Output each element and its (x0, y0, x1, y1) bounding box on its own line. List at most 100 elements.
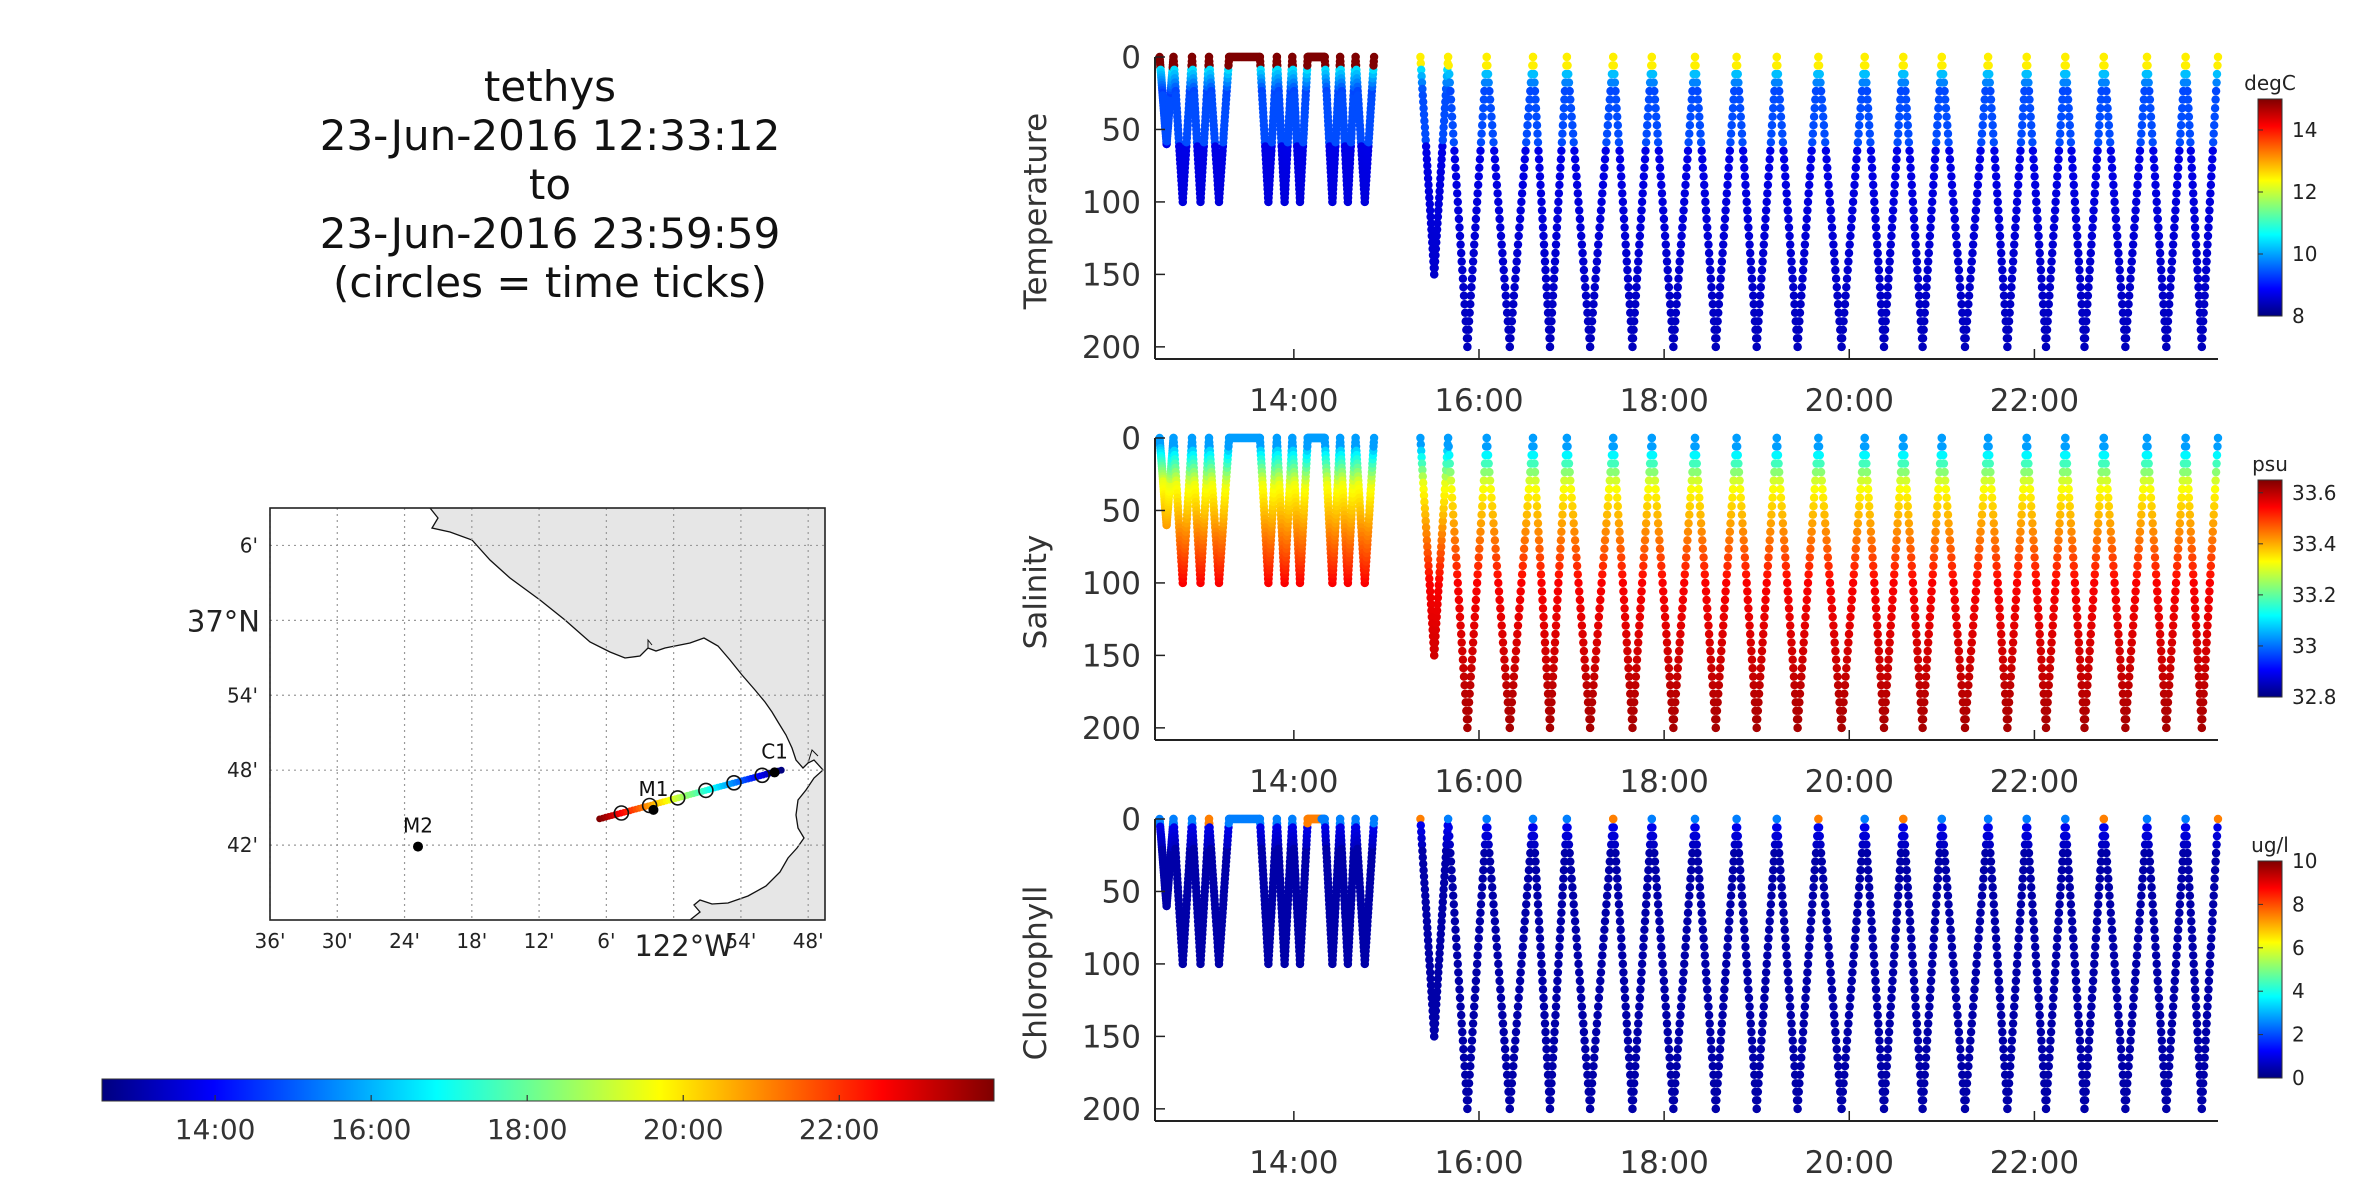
data-point (2037, 655, 2046, 664)
data-point (2144, 459, 2153, 468)
data-point (1419, 485, 1428, 494)
data-point (2153, 214, 2162, 224)
data-point (2125, 672, 2134, 681)
data-point (1900, 69, 1909, 79)
data-point (1422, 148, 1431, 158)
data-point (2071, 206, 2080, 215)
data-point (1717, 646, 1726, 656)
data-point (2033, 223, 2043, 232)
data-point (1820, 510, 1829, 519)
data-point (1725, 527, 1735, 536)
data-point (2186, 527, 2195, 536)
data-point (2045, 672, 2054, 681)
data-point (1440, 485, 1450, 494)
data-point (1574, 578, 1583, 588)
data-point (1508, 689, 1517, 698)
data-point (1754, 689, 1764, 698)
data-point (1457, 638, 1466, 647)
data-point (1623, 655, 1633, 664)
data-point (1491, 544, 1500, 553)
data-point (1693, 476, 1703, 485)
data-point (2187, 544, 2196, 553)
data-point (2088, 214, 2098, 224)
data-point (1495, 595, 1504, 605)
data-point (1806, 536, 1816, 545)
data-point (1450, 146, 1459, 155)
data-point (1926, 604, 1935, 613)
data-point (1870, 587, 1880, 596)
data-point (2126, 274, 2135, 283)
data-point (1643, 502, 1652, 511)
data-point (1991, 553, 2001, 562)
data-point (1604, 112, 1613, 121)
data-point (1490, 146, 1499, 155)
data-point (2146, 485, 2155, 494)
data-point (1586, 715, 1596, 724)
data-point (1763, 561, 1773, 571)
data-point (2065, 112, 2074, 121)
data-point (1570, 146, 1579, 155)
data-point (1424, 568, 1434, 577)
data-point (1717, 638, 1727, 647)
data-point (2132, 189, 2142, 198)
data-point (2012, 197, 2022, 207)
data-point (1803, 197, 1813, 207)
data-point (2133, 561, 2142, 571)
data-point (1905, 536, 1915, 545)
data-point (2191, 231, 2200, 241)
data-point (2114, 629, 2123, 639)
data-point (1810, 104, 1819, 113)
data-point (2134, 544, 2143, 553)
data-point (2200, 672, 2209, 681)
data-point (1966, 655, 1975, 664)
data-point (1673, 664, 1683, 673)
data-point (1433, 212, 1443, 221)
data-point (1678, 604, 1687, 613)
data-point (1548, 681, 1557, 690)
data-point (1749, 681, 1758, 690)
data-point (2038, 291, 2047, 300)
data-point (1533, 129, 1542, 138)
data-point (1861, 69, 1871, 79)
data-point (1516, 587, 1525, 596)
data-point (1436, 174, 1445, 183)
data-point (2105, 510, 2114, 519)
data-point (2075, 265, 2084, 275)
data-point (2131, 587, 2140, 596)
data-point (1755, 300, 1764, 309)
data-point (1777, 121, 1786, 130)
data-point (1943, 129, 1953, 138)
data-point (1901, 476, 1911, 485)
data-point (1944, 519, 1953, 528)
data-point (2054, 536, 2063, 545)
data-point (1683, 146, 1693, 155)
data-point (1636, 214, 1646, 224)
data-point (1533, 138, 1543, 147)
data-point (1964, 291, 1974, 300)
data-point (1809, 112, 1819, 121)
data-point (1745, 621, 1754, 630)
data-point (1439, 123, 1448, 132)
data-point (2061, 442, 2070, 451)
data-point (1444, 442, 1453, 451)
data-point (1718, 248, 1727, 258)
data-point (1551, 621, 1561, 630)
data-point (1471, 595, 1481, 605)
data-point (2182, 450, 2191, 460)
data-point (2081, 325, 2090, 334)
data-point (1578, 248, 1587, 258)
data-point (2184, 112, 2194, 121)
data-point (1949, 206, 1959, 215)
data-point (2166, 274, 2176, 283)
data-point (2080, 715, 2090, 724)
data-point (1623, 274, 1633, 283)
data-point (1932, 519, 1941, 528)
data-point (1685, 121, 1695, 130)
colorbar-label: psu (2252, 452, 2288, 476)
data-point (1808, 510, 1818, 519)
data-point (1811, 95, 1820, 104)
data-point (1534, 146, 1543, 155)
data-point (2094, 138, 2103, 147)
data-point (1564, 69, 1573, 79)
data-point (2181, 433, 2190, 443)
